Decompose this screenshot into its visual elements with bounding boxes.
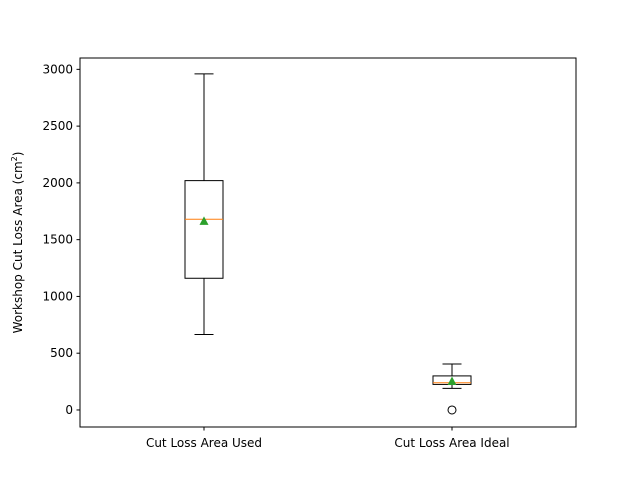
box-iqr [184, 180, 224, 279]
boxes-group [184, 73, 472, 415]
y-tick-label: 2500 [42, 119, 73, 133]
y-tick-label: 0 [65, 403, 73, 417]
y-tick-label: 3000 [42, 62, 73, 76]
y-axis-label-text: Workshop Cut Loss Area (cm [11, 161, 25, 333]
plot-area [79, 57, 577, 428]
y-tick-label: 1500 [42, 233, 73, 247]
outlier-point [447, 405, 457, 415]
box-2 [432, 363, 472, 415]
mean-marker [199, 216, 209, 225]
y-axis-label: Workshop Cut Loss Area (cm2) [10, 152, 25, 334]
y-tick-label: 1000 [42, 289, 73, 303]
box-1 [184, 73, 224, 335]
y-tick-label: 500 [50, 346, 73, 360]
y-axis: 0 500 1000 1500 2000 2500 3000 [42, 62, 80, 417]
y-axis-label-suffix: ) [11, 152, 25, 157]
x-tick-label: Cut Loss Area Ideal [394, 436, 509, 450]
x-axis: Cut Loss Area Used Cut Loss Area Ideal [146, 427, 510, 450]
mean-marker [447, 376, 457, 386]
y-tick-label: 2000 [42, 176, 73, 190]
y-axis-label-superscript: 2 [10, 156, 19, 161]
x-tick-label: Cut Loss Area Used [146, 436, 262, 450]
